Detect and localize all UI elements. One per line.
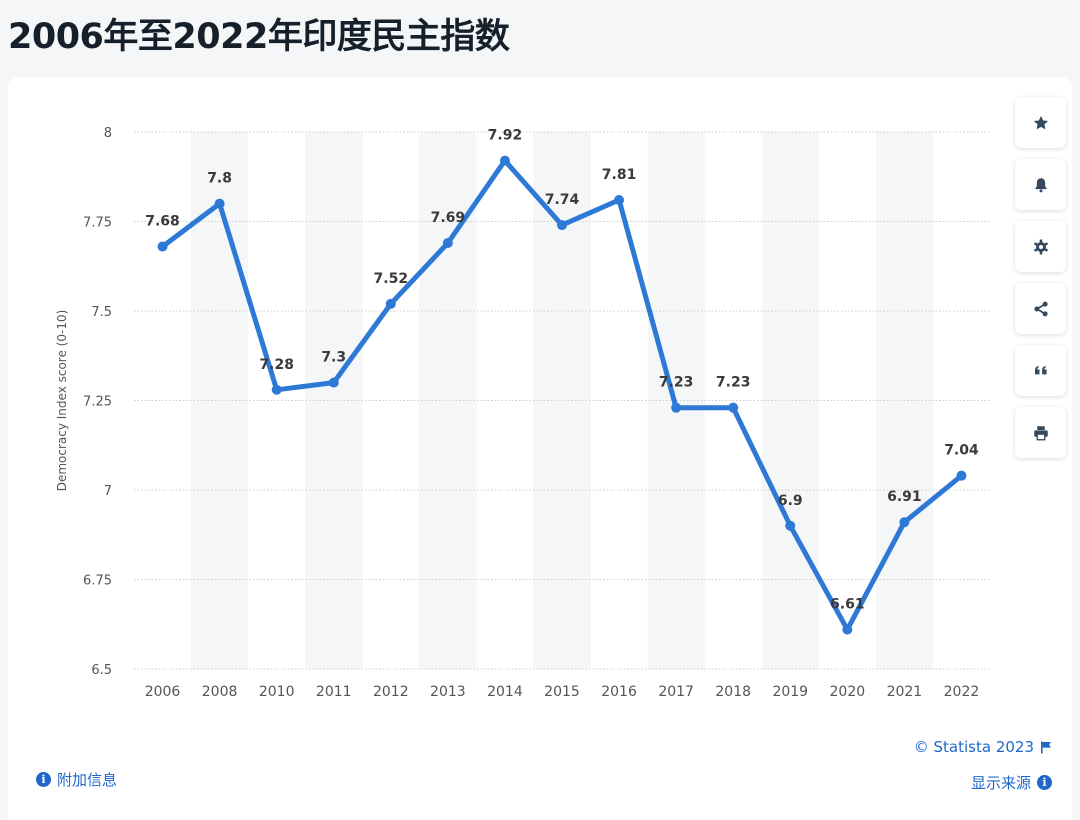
data-point[interactable] [214, 198, 225, 209]
data-point[interactable] [728, 402, 739, 413]
data-point[interactable] [614, 195, 625, 206]
gear-icon [1033, 239, 1048, 254]
x-tick-label: 2019 [772, 684, 808, 700]
star-icon [1033, 115, 1048, 129]
chart-card: 8 7.75 7.5 7.25 7 6.75 6.5 2006 2008 2010 2011 201… [8, 78, 1072, 820]
data-point[interactable] [385, 298, 396, 309]
y-tick-label: 6.75 [83, 574, 112, 589]
quote-icon [1034, 365, 1047, 374]
bell-icon [1034, 177, 1047, 192]
x-tick-label: 2021 [887, 684, 923, 700]
flag-icon [1040, 741, 1052, 754]
x-tick-label: 2022 [944, 684, 980, 700]
data-point[interactable] [671, 402, 682, 413]
data-label: 7.74 [545, 192, 580, 208]
data-point[interactable] [557, 220, 567, 231]
share-icon [1033, 301, 1048, 316]
data-points [157, 155, 967, 635]
data-label: 7.28 [259, 357, 294, 373]
page-title: 2006年至2022年印度民主指数 [8, 17, 510, 57]
x-tick-label: 2008 [202, 684, 238, 700]
data-label: 7.23 [716, 375, 751, 391]
data-labels: 7.68 7.8 7.28 7.3 7.52 7.69 7.92 7.74 7.81 7.23 7.… [145, 128, 979, 613]
cite-button[interactable] [1015, 345, 1066, 396]
data-label: 7.52 [374, 271, 409, 287]
y-tick-label: 7 [104, 484, 112, 499]
data-label: 6.61 [830, 597, 865, 613]
x-tick-labels: 2006 2008 2010 2011 2012 2013 2014 2015 2016 2017… [145, 684, 980, 700]
data-point[interactable] [842, 624, 853, 635]
data-point[interactable] [157, 241, 168, 252]
line-chart: 8 7.75 7.5 7.25 7 6.75 6.5 2006 2008 2010 2011 201… [55, 126, 990, 700]
data-label: 6.91 [887, 489, 922, 505]
data-label: 7.23 [659, 375, 694, 391]
settings-button[interactable] [1015, 221, 1066, 272]
x-tick-label: 2017 [658, 684, 694, 700]
chart-toolbar [1015, 97, 1066, 458]
y-axis-label: Democracy Index score (0-10) [55, 310, 69, 492]
data-label: 7.68 [145, 214, 180, 230]
data-label: 7.3 [321, 350, 346, 366]
x-tick-label: 2014 [487, 684, 523, 700]
x-tick-label: 2015 [544, 684, 580, 700]
x-tick-label: 2016 [601, 684, 637, 700]
y-tick-label: 6.5 [91, 663, 112, 678]
x-tick-label: 2006 [145, 684, 181, 700]
data-point[interactable] [899, 517, 910, 528]
x-tick-label: 2010 [259, 684, 295, 700]
data-label: 7.69 [431, 210, 466, 226]
share-button[interactable] [1015, 283, 1066, 334]
copyright-text: © Statista 2023 [913, 738, 1034, 756]
data-point[interactable] [271, 384, 282, 395]
data-label: 7.92 [488, 128, 523, 144]
x-tick-label: 2011 [316, 684, 352, 700]
data-point[interactable] [785, 520, 796, 531]
show-source-link[interactable]: 显示来源 i [971, 772, 1052, 793]
x-tick-label: 2012 [373, 684, 409, 700]
y-tick-label: 7.75 [83, 216, 112, 231]
y-tick-labels: 8 7.75 7.5 7.25 7 6.75 6.5 [83, 126, 112, 678]
data-point[interactable] [499, 155, 510, 166]
data-label: 7.04 [944, 443, 979, 459]
additional-info-link[interactable]: i 附加信息 [36, 769, 117, 790]
info-icon: i [36, 772, 51, 787]
data-label: 6.9 [778, 493, 803, 509]
x-tick-label: 2020 [830, 684, 866, 700]
x-tick-label: 2013 [430, 684, 466, 700]
y-tick-label: 7.25 [83, 395, 112, 410]
additional-info-label: 附加信息 [57, 771, 118, 789]
y-tick-label: 7.5 [91, 305, 112, 320]
data-label: 7.8 [207, 171, 232, 187]
data-point[interactable] [442, 237, 453, 248]
favorite-button[interactable] [1015, 97, 1066, 148]
y-tick-label: 8 [104, 126, 112, 141]
copyright-link[interactable]: © Statista 2023 [914, 738, 1052, 756]
notification-button[interactable] [1015, 159, 1066, 210]
print-button[interactable] [1015, 407, 1066, 458]
show-source-label: 显示来源 [970, 774, 1031, 792]
data-point[interactable] [956, 470, 967, 481]
print-icon [1033, 425, 1048, 440]
info-icon: i [1037, 775, 1052, 790]
x-tick-label: 2018 [715, 684, 751, 700]
data-point[interactable] [328, 377, 339, 388]
data-label: 7.81 [602, 167, 637, 183]
